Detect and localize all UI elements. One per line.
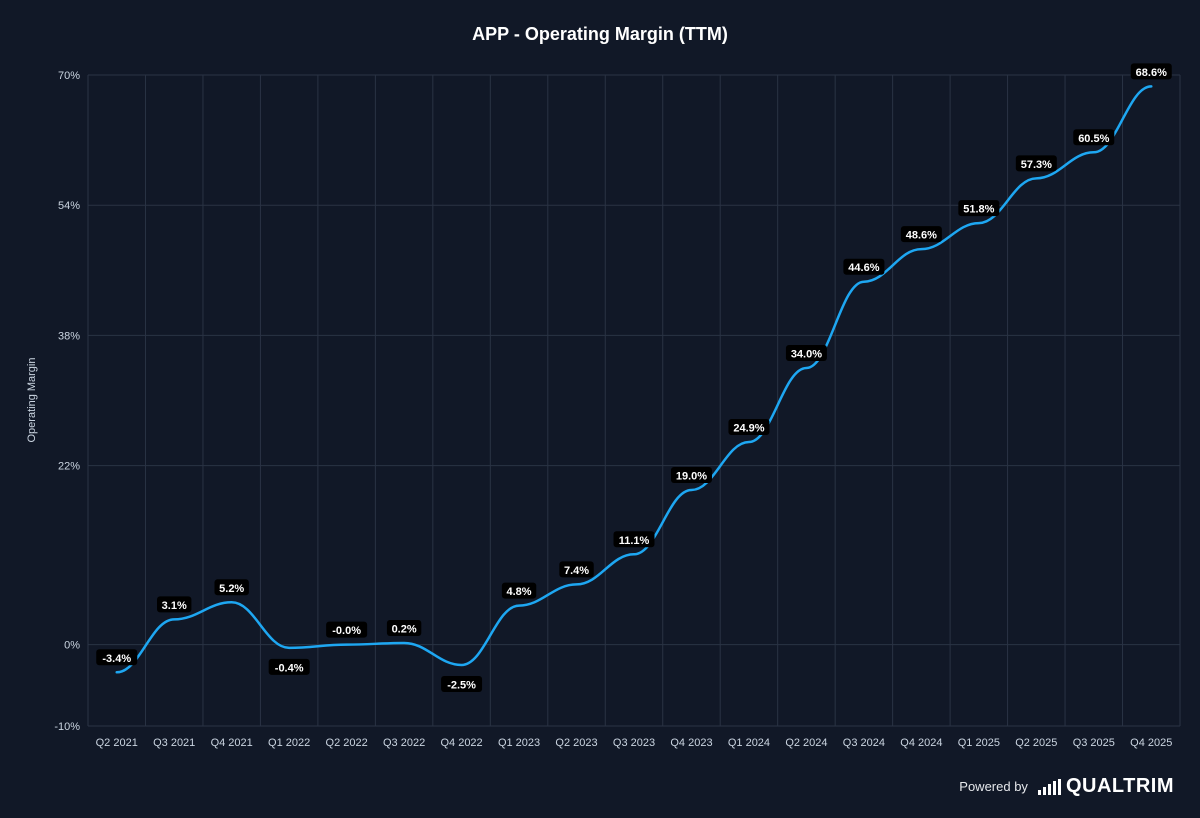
grid [87, 74, 1181, 727]
footer: Powered by QUALTRIM [959, 775, 1174, 798]
x-tick-label: Q2 2025 [1015, 737, 1057, 749]
x-tick-label: Q3 2025 [1073, 737, 1115, 749]
brand-logo: QUALTRIM [1037, 775, 1174, 798]
data-label-text: 68.6% [1136, 67, 1167, 79]
data-label-text: 51.8% [963, 204, 994, 216]
data-label-bg [613, 531, 655, 548]
x-tick-label: Q3 2022 [383, 737, 425, 749]
data-label-text: 5.2% [219, 583, 244, 595]
x-tick-label: Q1 2024 [728, 737, 770, 749]
data-label-text: 19.0% [676, 471, 707, 483]
data-label: -3.4% [96, 649, 138, 666]
x-tick-label: Q2 2024 [785, 737, 827, 749]
x-tick-label: Q4 2021 [211, 737, 253, 749]
data-label: 24.9% [728, 419, 770, 436]
data-labels: -3.4% 3.1% 5.2% -0.4% -0.0% 0.2% -2.5% 4.8% 7.4%… [96, 63, 1172, 692]
y-tick-label: 54% [58, 200, 80, 212]
data-label-bg [843, 258, 885, 275]
x-tick-label: Q2 2022 [326, 737, 368, 749]
x-tick-label: Q3 2021 [153, 737, 195, 749]
data-label-bg [157, 596, 192, 613]
y-tick-label: 0% [64, 640, 80, 652]
data-label: 0.2% [386, 619, 422, 636]
data-label: -0.4% [268, 658, 310, 675]
y-axis-ticks: 70% 54% 38% 22% 0% -10% [54, 70, 80, 733]
data-label-bg [785, 344, 827, 361]
data-label-bg [214, 579, 249, 596]
data-label-bg [501, 582, 537, 599]
data-label-bg [386, 619, 422, 636]
y-axis-label: Operating Margin [26, 358, 38, 443]
data-label-text: 57.3% [1021, 159, 1052, 171]
x-tick-label: Q2 2021 [96, 737, 138, 749]
y-tick-label: 22% [58, 461, 80, 473]
x-tick-label: Q1 2023 [498, 737, 540, 749]
x-tick-label: Q4 2024 [900, 737, 942, 749]
data-label: 48.6% [900, 226, 942, 243]
data-label: 51.8% [958, 200, 1000, 217]
data-label-text: -0.4% [275, 662, 304, 674]
signal-bars-icon [1037, 778, 1061, 795]
data-label-bg [559, 561, 594, 578]
data-label-bg [728, 419, 770, 436]
data-label-bg [96, 649, 138, 666]
data-label: -2.5% [441, 675, 483, 692]
data-label-text: 60.5% [1078, 133, 1109, 145]
data-label: -0.0% [326, 621, 368, 638]
data-label: 7.4% [559, 561, 594, 578]
y-tick-label: 70% [58, 70, 80, 82]
data-label-text: 34.0% [791, 348, 822, 360]
x-tick-label: Q1 2025 [958, 737, 1000, 749]
chart-title: APP - Operating Margin (TTM) [472, 24, 728, 44]
data-label-text: 44.6% [848, 262, 879, 274]
powered-by-text: Powered by [959, 779, 1028, 794]
data-label-bg [900, 226, 942, 243]
y-tick-label: 38% [58, 330, 80, 342]
data-label-text: -0.0% [332, 625, 361, 637]
x-axis-ticks: Q2 2021 Q3 2021 Q4 2021 Q1 2022 Q2 2022 Q3 20… [96, 737, 1173, 749]
data-label-bg [441, 675, 483, 692]
data-label-text: -2.5% [447, 679, 476, 691]
data-label: 5.2% [214, 579, 249, 596]
data-label-bg [958, 200, 1000, 217]
data-label-text: 3.1% [162, 600, 187, 612]
x-tick-label: Q3 2024 [843, 737, 885, 749]
data-label-text: 11.1% [619, 535, 650, 547]
data-label: 11.1% [613, 531, 655, 548]
data-label: 4.8% [501, 582, 537, 599]
x-tick-label: Q4 2022 [440, 737, 482, 749]
data-label-bg [268, 658, 310, 675]
data-label: 68.6% [1130, 63, 1172, 80]
x-tick-label: Q4 2023 [670, 737, 712, 749]
x-tick-label: Q3 2023 [613, 737, 655, 749]
data-label-text: 4.8% [507, 586, 532, 598]
data-label-text: -3.4% [102, 653, 131, 665]
data-label: 3.1% [157, 596, 192, 613]
x-tick-label: Q1 2022 [268, 737, 310, 749]
data-label-text: 0.2% [392, 623, 417, 635]
series-line [115, 85, 1153, 674]
data-label-bg [326, 621, 368, 638]
x-tick-label: Q2 2023 [555, 737, 597, 749]
data-label-bg [1130, 63, 1172, 80]
data-label-bg [1073, 129, 1115, 146]
data-label: 19.0% [670, 467, 712, 484]
data-label-bg [670, 467, 712, 484]
data-label: 34.0% [785, 344, 827, 361]
brand-name: QUALTRIM [1065, 775, 1174, 797]
data-label: 57.3% [1015, 155, 1057, 172]
data-label-text: 7.4% [564, 565, 589, 577]
data-label-text: 24.9% [733, 423, 764, 435]
data-label: 44.6% [843, 258, 885, 275]
data-label-text: 48.6% [906, 230, 937, 242]
x-tick-label: Q4 2025 [1130, 737, 1172, 749]
data-label-bg [1015, 155, 1057, 172]
data-label: 60.5% [1073, 129, 1115, 146]
y-tick-label: -10% [54, 721, 80, 733]
